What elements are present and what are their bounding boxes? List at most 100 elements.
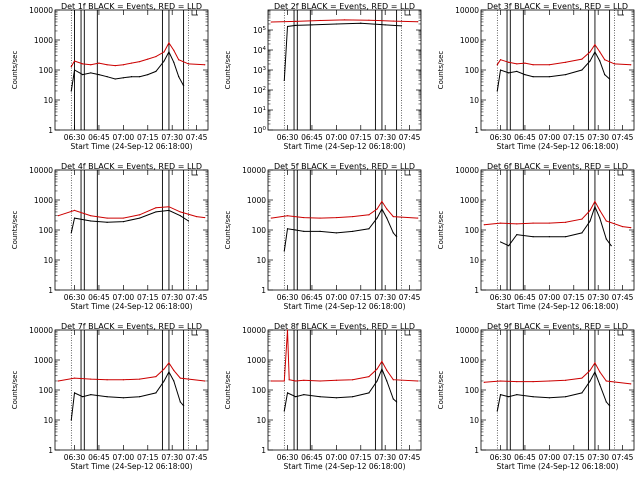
x-tick-label: 07:15	[563, 133, 585, 142]
series-point	[352, 379, 354, 381]
series-point	[288, 379, 290, 381]
series-point	[139, 214, 141, 216]
x-axis-label: Start Time (24-Sep-12 06:18:00)	[284, 462, 406, 471]
x-axis-label: Start Time (24-Sep-12 06:18:00)	[497, 302, 619, 311]
x-tick-label: 06:30	[490, 133, 512, 142]
y-tick-label: 1000	[34, 36, 53, 45]
x-tick-label: 07:30	[161, 293, 183, 302]
series-point	[352, 230, 354, 232]
y-tick-label: 100	[253, 126, 267, 135]
series-point	[395, 236, 398, 238]
series-point	[73, 377, 76, 379]
series-point	[114, 78, 116, 80]
plot-frame	[54, 329, 209, 451]
x-tick-label: 07:15	[350, 453, 372, 462]
series-point	[179, 401, 181, 403]
series-point	[319, 230, 321, 232]
y-tick-label: 1000	[460, 196, 479, 205]
series-point	[90, 72, 92, 74]
series-point	[524, 62, 526, 64]
series-line-lld-red	[58, 362, 205, 382]
series-point	[622, 225, 624, 228]
series-point	[270, 217, 272, 219]
series-line-lld-red	[271, 329, 418, 382]
series-point	[130, 76, 133, 78]
series-point	[90, 394, 92, 396]
y-tick-label: 1	[474, 286, 479, 295]
series-point	[173, 49, 175, 52]
series-point	[548, 236, 550, 238]
series-line-events-black	[500, 205, 612, 247]
series-point	[73, 392, 76, 394]
x-tick-label: 06:45	[88, 293, 110, 302]
series-point	[122, 64, 124, 66]
series-point	[417, 217, 419, 219]
y-tick-label: 1	[48, 286, 53, 295]
series-line-events-black	[496, 370, 610, 412]
series-point	[163, 51, 165, 53]
chart-panel-9: Det 9f BLACK = Events, RED = LLD 1 10 100 10…	[437, 322, 635, 471]
series-point	[106, 379, 108, 381]
series-point	[90, 378, 92, 380]
series-point	[589, 51, 591, 53]
y-tick-label: 1	[474, 126, 479, 135]
series-line-lld-red	[484, 200, 631, 229]
series-point	[565, 379, 567, 381]
series-point	[114, 65, 116, 67]
y-axis-label: Counts/sec	[11, 211, 19, 250]
series-point	[548, 76, 550, 78]
series-point	[548, 64, 550, 66]
corner-marker	[617, 10, 624, 16]
series-point	[532, 381, 534, 383]
x-tick-label: 06:30	[277, 133, 299, 142]
series-point	[581, 392, 583, 394]
y-axis-label: Counts/sec	[224, 51, 232, 90]
y-tick-exponent: 1	[263, 106, 267, 112]
series-point	[499, 69, 502, 71]
series-point	[283, 410, 285, 412]
series-point	[581, 218, 583, 220]
series-point	[483, 224, 485, 226]
x-tick-label: 07:45	[612, 293, 634, 302]
y-tick-label: 1000	[34, 356, 53, 365]
series-point	[400, 25, 403, 27]
series-point	[392, 379, 394, 381]
chart-panel-6: Det 6f BLACK = Events, RED = LLD 1 10 100 10…	[437, 162, 635, 311]
x-tick-label: 07:45	[186, 293, 208, 302]
x-tick-label: 06:45	[301, 453, 323, 462]
x-tick-label: 07:15	[137, 453, 159, 462]
panel-title: Det 9f BLACK = Events, RED = LLD	[487, 322, 628, 331]
series-point	[182, 85, 185, 87]
y-tick-exponent: 2	[263, 86, 267, 92]
panel-title: Det 5f BLACK = Events, RED = LLD	[274, 162, 415, 171]
series-point	[605, 220, 607, 222]
series-point	[376, 208, 378, 210]
series-line-lld-red	[496, 43, 631, 66]
series-point	[499, 241, 502, 243]
series-point	[106, 64, 108, 66]
series-point	[594, 362, 596, 364]
panel-title: Det 4f BLACK = Events, RED = LLD	[61, 162, 202, 171]
series-point	[139, 217, 141, 219]
series-point	[303, 379, 305, 381]
series-point	[630, 227, 632, 229]
x-tick-label: 07:15	[350, 133, 372, 142]
series-point	[594, 206, 596, 208]
series-point	[496, 410, 498, 412]
series-point	[139, 378, 141, 380]
x-tick-label: 07:45	[399, 453, 421, 462]
series-point	[565, 74, 567, 76]
series-point	[319, 396, 321, 398]
series-point	[179, 215, 181, 217]
series-point	[516, 381, 518, 383]
x-tick-label: 07:00	[539, 293, 561, 302]
series-point	[548, 397, 550, 399]
x-tick-label: 07:15	[563, 453, 585, 462]
series-point	[417, 380, 419, 382]
x-tick-label: 07:00	[539, 453, 561, 462]
series-point	[73, 60, 76, 62]
y-tick-label: 1	[261, 286, 266, 295]
series-point	[508, 72, 510, 74]
series-point	[204, 380, 206, 382]
series-point	[581, 58, 583, 60]
